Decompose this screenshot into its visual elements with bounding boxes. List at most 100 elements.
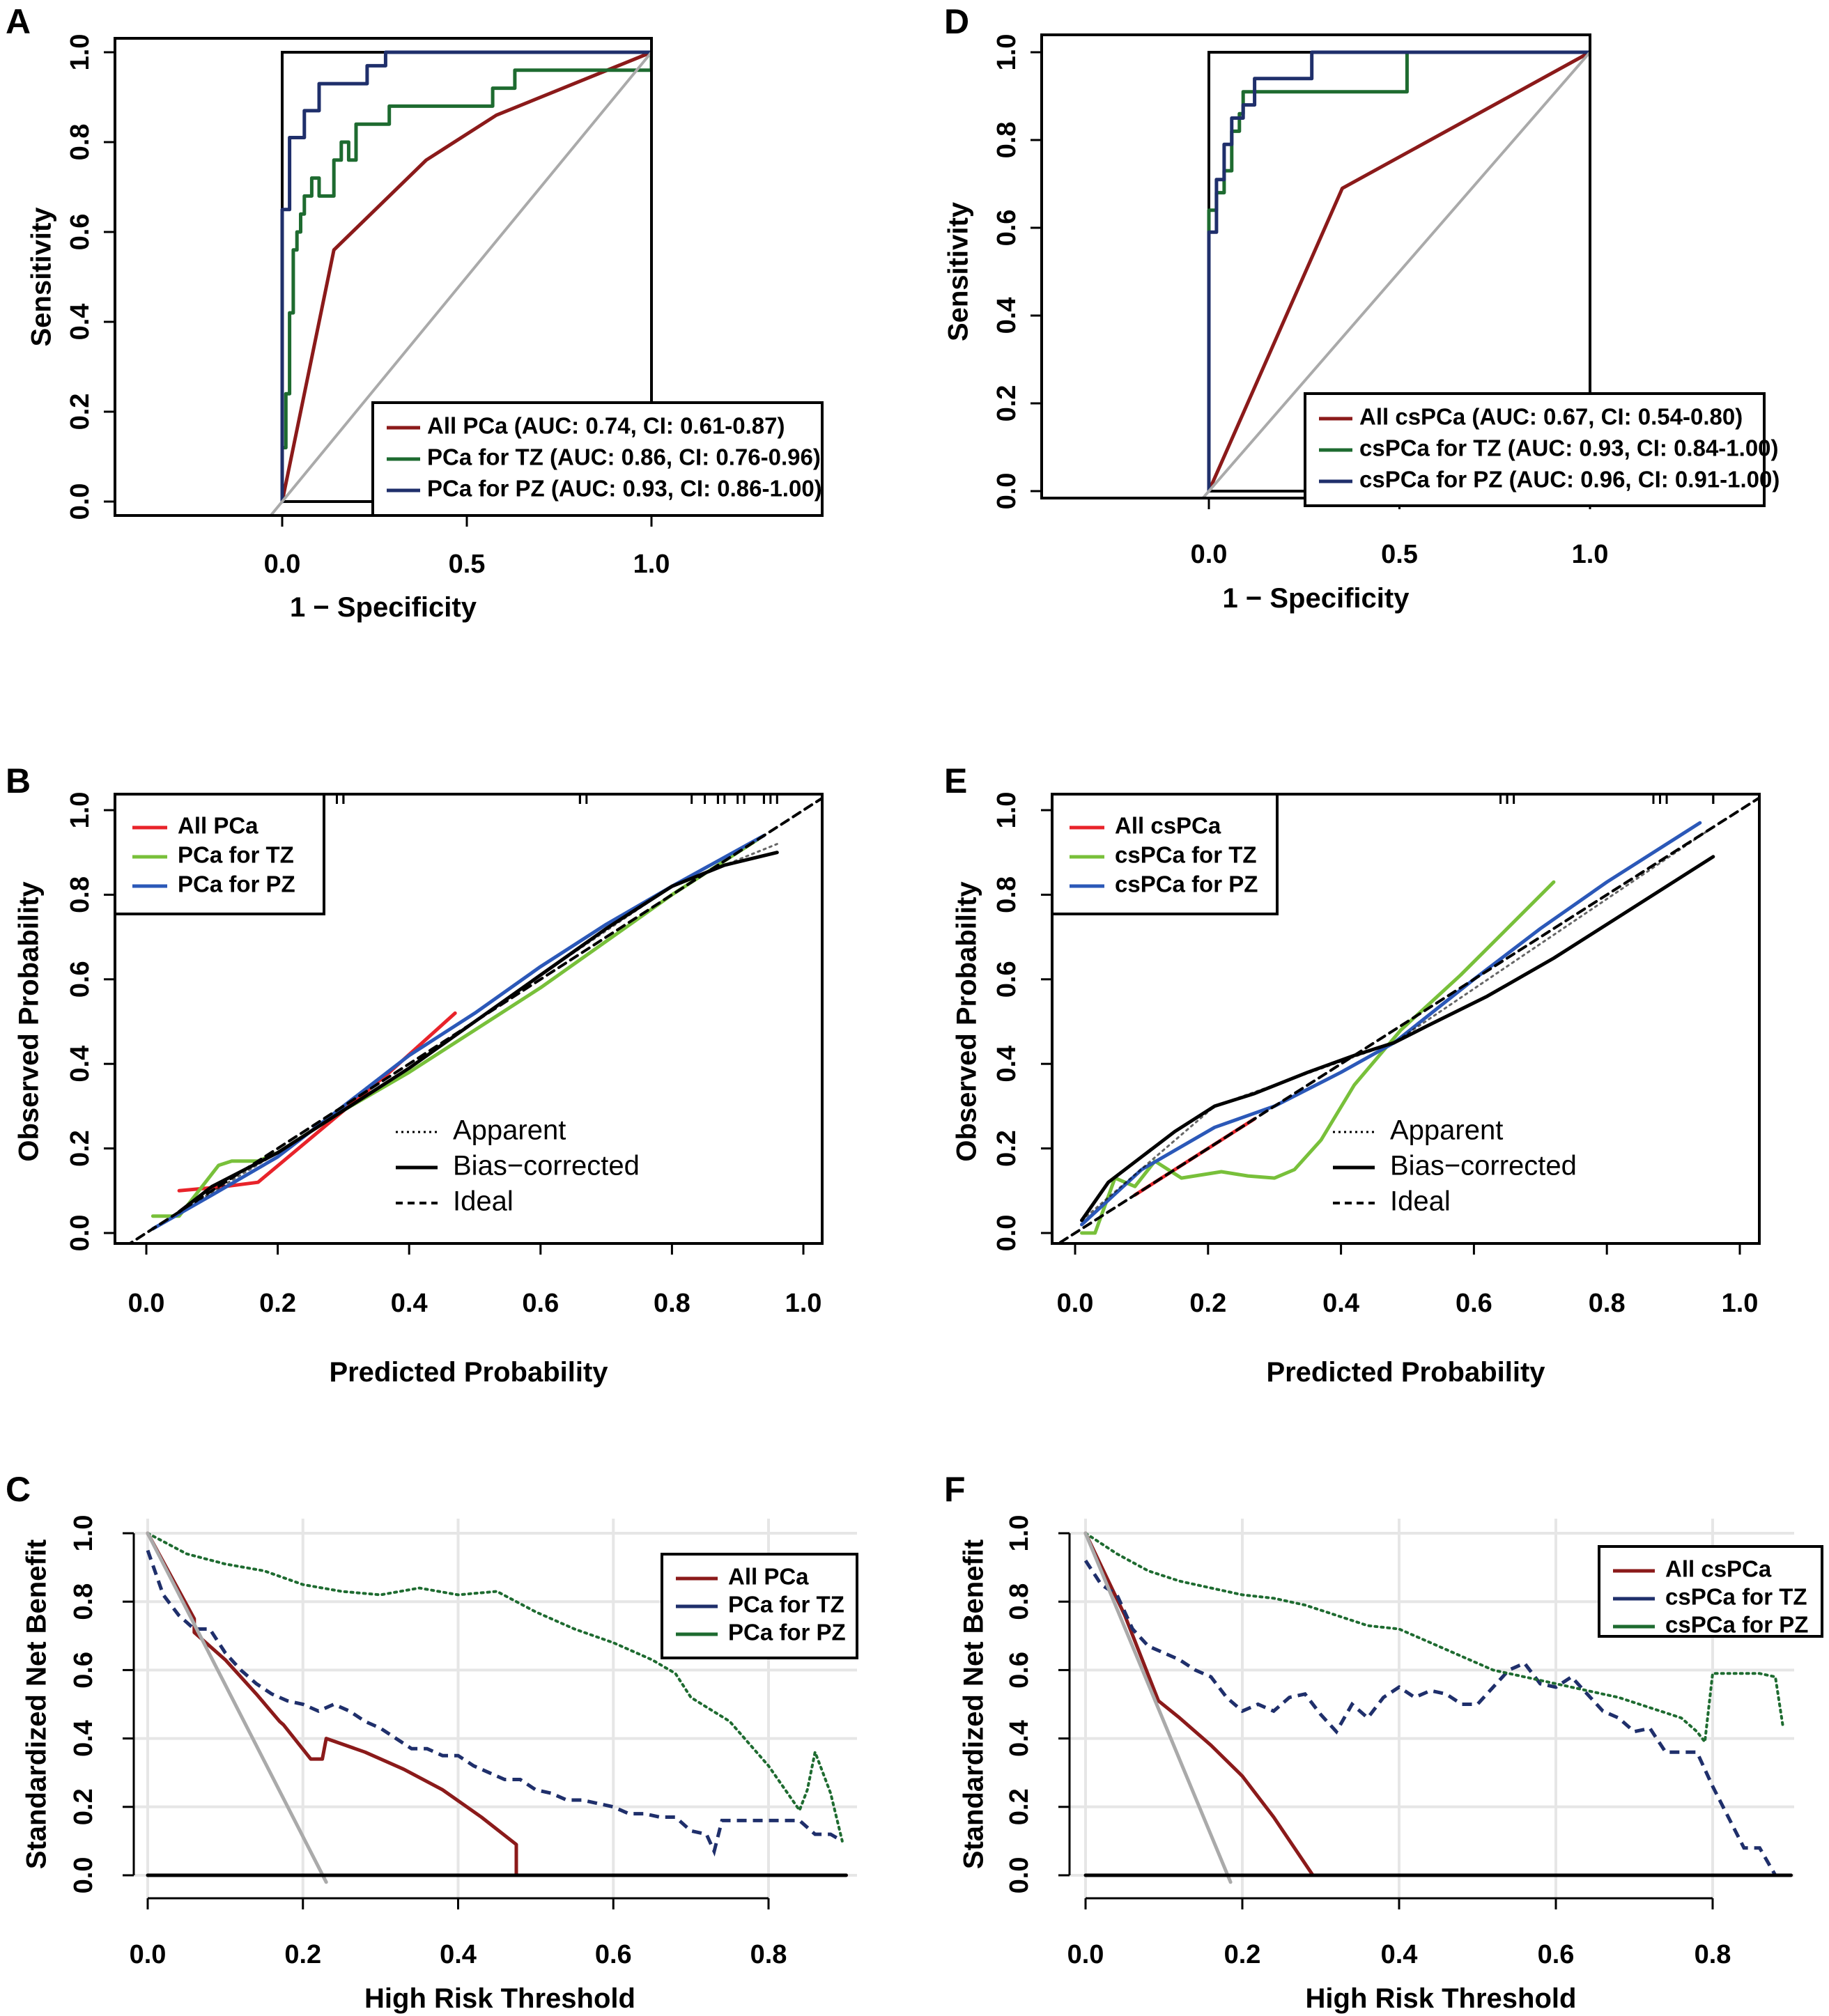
y-tick-label: 0.8 — [69, 1583, 98, 1620]
panel-letter: A — [6, 2, 31, 41]
y-tick-label: 1.0 — [1005, 1515, 1034, 1552]
x-axis-title: High Risk Threshold — [364, 1983, 635, 2014]
panel-f: 0.0 0.2 0.4 0.6 0.8 1.0 0.0 0.2 0.4 0.6 0.8 High Ri… — [944, 1470, 1823, 2014]
x-tick-label: 1.0 — [1722, 1289, 1759, 1318]
x-tick-label: 0.5 — [1381, 540, 1418, 569]
calibration-curve-cspca-for-pz — [1080, 821, 1702, 1227]
x-tick-label: 0.4 — [1322, 1289, 1359, 1318]
panel-letter: F — [944, 1470, 966, 1509]
legend-label: All csPCa (AUC: 0.67, CI: 0.54-0.80) — [1359, 404, 1743, 430]
legend-label: PCa for TZ — [728, 1592, 844, 1618]
y-tick-label: 1.0 — [992, 34, 1021, 71]
plot-area — [1201, 49, 1590, 498]
legend-style-label: Apparent — [1390, 1115, 1503, 1146]
x-tick-label: 0.6 — [522, 1289, 559, 1318]
y-tick-label: 0.4 — [69, 1720, 98, 1757]
y-axis-title: Observed Probability — [14, 881, 45, 1162]
roc-curve-cspca-for-pz — [1207, 50, 1590, 493]
x-tick-label: 0.0 — [1057, 1289, 1094, 1318]
legend-label: All PCa — [178, 813, 258, 839]
x-tick-label: 0.8 — [750, 1940, 787, 1969]
roc-curve-pca-for-pz — [280, 50, 651, 504]
legend-label: csPCa for PZ — [1115, 871, 1258, 897]
plot-area — [127, 794, 822, 1243]
y-tick-label: 0.8 — [65, 124, 95, 161]
x-tick-label: 0.0 — [1191, 540, 1228, 569]
y-axis-title: Observed Probability — [952, 881, 982, 1162]
plot-area — [146, 1531, 848, 1884]
y-tick-label: 1.0 — [69, 1515, 98, 1552]
y-tick-label: 0.0 — [1005, 1857, 1034, 1894]
plot-frame — [1051, 793, 1761, 1245]
dca-curve-all-pca — [146, 1531, 848, 1877]
y-tick-label: 0.8 — [992, 122, 1021, 159]
dca-curve-pca-for-tz — [146, 1549, 844, 1857]
x-tick-label: 0.2 — [284, 1940, 321, 1969]
y-tick-label: 0.6 — [69, 1652, 98, 1689]
x-tick-label: 0.4 — [440, 1940, 477, 1969]
roc-curve-reference — [268, 49, 651, 515]
y-axis-title: Sensitivity — [943, 201, 974, 341]
x-tick-label: 0.0 — [128, 1289, 165, 1318]
x-tick-label: 0.4 — [1381, 1940, 1418, 1969]
y-axis-title: Standardized Net Benefit — [959, 1540, 989, 1869]
legend-box — [114, 793, 325, 915]
legend-label: PCa for TZ — [178, 842, 294, 868]
y-tick-label: 0.6 — [65, 961, 95, 998]
y-tick-label: 0.6 — [1005, 1652, 1034, 1689]
y-tick-label: 0.6 — [992, 210, 1021, 247]
panel-letter: E — [944, 761, 967, 800]
x-tick-label: 0.6 — [1456, 1289, 1492, 1318]
dca-curve-pca-for-pz — [146, 1532, 844, 1843]
calibration-curve-ideal — [1056, 796, 1759, 1243]
calibration-curve-apparent — [1081, 825, 1715, 1222]
x-axis-title: Predicted Probability — [329, 1357, 608, 1388]
legend-style-label: Ideal — [453, 1186, 514, 1217]
legend-style-label: Bias−corrected — [453, 1151, 640, 1181]
y-tick-label: 0.6 — [992, 961, 1021, 998]
y-tick-label: 0.2 — [65, 1130, 95, 1167]
y-tick-label: 0.2 — [992, 385, 1021, 422]
y-tick-label: 0.4 — [1005, 1720, 1034, 1757]
x-tick-label: 0.8 — [1589, 1289, 1626, 1318]
legend-box — [1598, 1545, 1823, 1638]
roc-curve-reference — [1201, 49, 1590, 498]
panel-letter: B — [6, 761, 31, 800]
dca-curve-treat-all — [146, 1531, 328, 1884]
calibration-curve-apparent — [178, 843, 778, 1214]
x-tick-label: 0.2 — [1189, 1289, 1226, 1318]
y-tick-label: 0.0 — [992, 1215, 1021, 1252]
panel-letter: D — [944, 2, 969, 41]
legend-label: csPCa for PZ (AUC: 0.96, CI: 0.91-1.00) — [1359, 467, 1780, 493]
y-tick-label: 0.8 — [1005, 1583, 1034, 1620]
x-tick-label: 0.8 — [1695, 1940, 1731, 1969]
legend-style-label: Ideal — [1390, 1186, 1451, 1217]
legend-style-label: Apparent — [453, 1115, 566, 1146]
dca-curve-cspca-for-tz — [1083, 1559, 1777, 1877]
legend-label: PCa for PZ (AUC: 0.93, CI: 0.86-1.00) — [427, 476, 822, 502]
legend-label: csPCa for TZ (AUC: 0.93, CI: 0.84-1.00) — [1359, 435, 1779, 461]
x-tick-label: 1.0 — [633, 550, 670, 579]
y-tick-label: 1.0 — [992, 792, 1021, 829]
x-axis-title: 1 − Specificity — [290, 592, 477, 623]
panel-a: 0.0 0.2 0.4 0.6 0.8 1.0 0.0 0.5 1.0 1 − Specifici… — [6, 2, 824, 623]
dca-curve-cspca-for-pz — [1084, 1532, 1785, 1744]
x-tick-label: 0.0 — [1067, 1940, 1104, 1969]
legend-label: PCa for PZ — [178, 871, 295, 897]
y-tick-label: 0.2 — [65, 394, 95, 431]
panel-d: 0.0 0.2 0.4 0.6 0.8 1.0 0.0 0.5 1.0 1 − Specifici… — [943, 2, 1780, 614]
calibration-curve-pca-for-pz — [151, 833, 766, 1231]
y-tick-label: 0.0 — [992, 473, 1021, 510]
legend-label: csPCa for PZ — [1665, 1612, 1808, 1638]
panel-c: 0.0 0.2 0.4 0.6 0.8 1.0 0.0 0.2 0.4 0.6 0.8 High Ri… — [6, 1470, 858, 2014]
plot-area — [1056, 794, 1759, 1243]
calibration-curve-bias-corrected — [1080, 855, 1715, 1223]
y-tick-label: 0.8 — [992, 876, 1021, 913]
x-tick-label: 0.2 — [1224, 1940, 1261, 1969]
y-tick-label: 0.0 — [65, 483, 95, 520]
y-tick-label: 0.0 — [65, 1215, 95, 1252]
legend-box — [1304, 392, 1766, 507]
y-tick-label: 0.4 — [992, 1046, 1021, 1083]
plot-frame — [114, 793, 824, 1245]
